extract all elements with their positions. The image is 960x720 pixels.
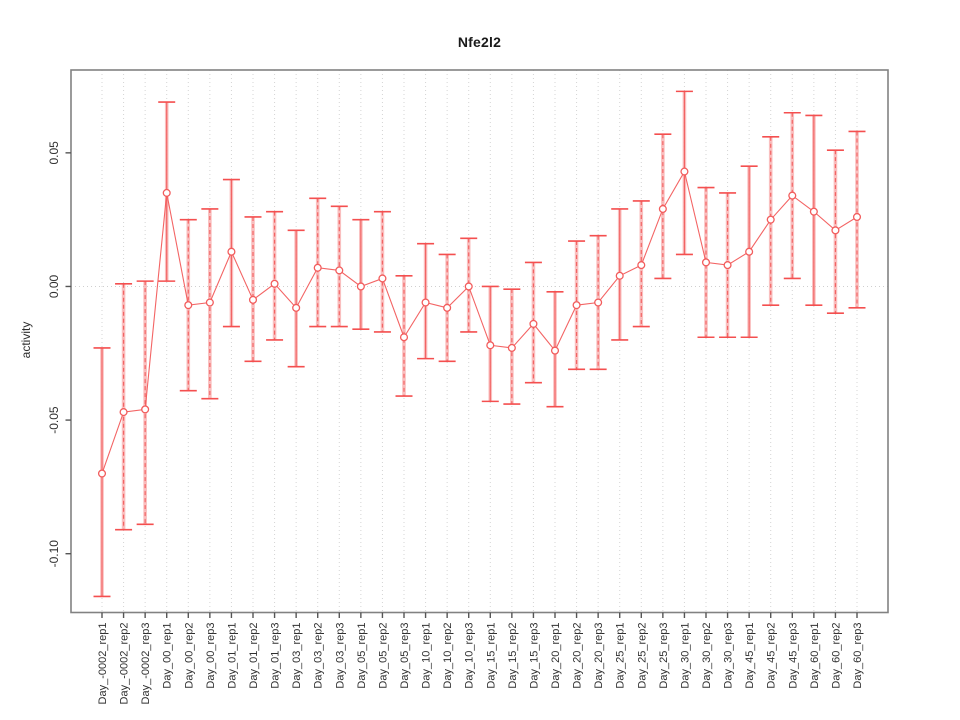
data-point (421, 298, 430, 307)
data-point (594, 298, 603, 307)
data-point (292, 303, 301, 312)
x-tick-label: Day_05_rep2 (377, 623, 389, 689)
data-point (486, 341, 495, 350)
x-tick-label: Day_30_rep1 (679, 623, 691, 689)
x-tick-label: Day_-0002_rep1 (97, 623, 109, 705)
x-tick-label: Day_45_rep1 (744, 623, 756, 689)
data-point (97, 469, 107, 478)
y-tick-label: 0.05 (47, 141, 61, 165)
x-tick-label: Day_60_rep1 (809, 623, 821, 689)
data-point (227, 247, 236, 256)
data-point (141, 405, 150, 414)
data-point (637, 261, 646, 270)
y-tick-label: -0.10 (47, 540, 61, 568)
data-point (788, 191, 797, 200)
x-tick-label: Day_60_rep3 (852, 623, 864, 689)
series-line (101, 170, 858, 474)
x-tick-label: Day_10_rep2 (442, 623, 454, 689)
y-tick-label: 0.00 (47, 274, 61, 298)
x-tick-label: Day_25_rep1 (615, 623, 627, 689)
x-tick-label: Day_20_rep3 (593, 623, 605, 689)
x-tick-label: Day_15_rep3 (528, 623, 540, 689)
x-tick-label: Day_00_rep1 (162, 623, 174, 689)
data-point (745, 247, 754, 256)
data-point (162, 188, 171, 197)
data-point (852, 212, 862, 222)
x-tick-label: Day_03_rep2 (313, 623, 325, 689)
data-point (119, 408, 128, 417)
data-point (507, 343, 516, 352)
data-point (184, 301, 193, 310)
data-point (809, 207, 818, 216)
data-point (378, 274, 387, 283)
chart-title: Nfe2l2 (457, 34, 502, 50)
data-point (205, 298, 214, 307)
x-tick-label: Day_10_rep3 (464, 623, 476, 689)
data-point (313, 263, 322, 272)
data-point (701, 258, 711, 267)
data-point (356, 282, 365, 291)
x-tick-label: Day_01_rep1 (226, 623, 238, 689)
x-tick-label: Day_15_rep1 (485, 623, 497, 689)
data-point (550, 346, 560, 355)
data-point (723, 261, 732, 270)
x-tick-label: Day_00_rep2 (183, 623, 195, 689)
data-point (529, 319, 538, 328)
data-point (615, 271, 624, 280)
data-point (270, 279, 279, 288)
data-point (831, 226, 840, 235)
x-tick-label: Day_-0002_rep2 (119, 623, 131, 705)
data-point (680, 167, 689, 176)
data-point (766, 215, 775, 224)
x-tick-label: Day_30_rep3 (723, 623, 735, 689)
data-point (464, 282, 473, 291)
x-tick-label: Day_20_rep2 (572, 623, 584, 689)
x-tick-label: Day_60_rep2 (830, 623, 842, 689)
x-tick-label: Day_01_rep2 (248, 623, 260, 689)
x-tick-label: Day_25_rep2 (636, 623, 648, 689)
x-tick-label: Day_45_rep3 (787, 623, 799, 689)
x-tick-label: Day_-0002_rep3 (140, 623, 152, 705)
x-tick-label: Day_03_rep3 (334, 623, 346, 689)
x-tick-label: Day_05_rep3 (399, 623, 411, 689)
data-point (399, 333, 409, 342)
x-tick-label: Day_10_rep1 (421, 623, 433, 689)
x-tick-label: Day_30_rep2 (701, 623, 713, 689)
data-point (248, 295, 258, 304)
plot-frame (70, 69, 889, 614)
data-point (658, 204, 667, 214)
x-tick-label: Day_25_rep3 (658, 623, 670, 689)
x-tick-label: Day_00_rep3 (205, 623, 217, 689)
x-tick-label: Day_20_rep1 (550, 623, 562, 689)
y-tick-label: -0.05 (47, 406, 61, 434)
x-tick-label: Day_15_rep2 (507, 623, 519, 689)
data-point (443, 303, 452, 312)
data-point (335, 266, 344, 275)
x-tick-label: Day_03_rep1 (291, 623, 303, 689)
x-tick-label: Day_45_rep2 (766, 623, 778, 689)
x-tick-label: Day_05_rep1 (356, 623, 368, 689)
x-tick-label: Day_01_rep3 (270, 623, 282, 689)
data-point (572, 301, 581, 310)
